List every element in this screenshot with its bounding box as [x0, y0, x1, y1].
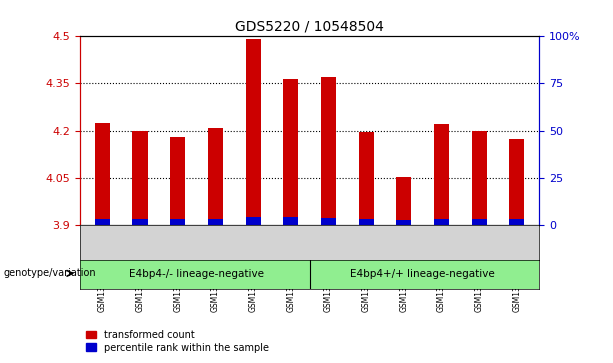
Bar — [396, 177, 411, 225]
Bar — [95, 219, 110, 225]
Text: genotype/variation: genotype/variation — [3, 268, 96, 278]
Bar — [208, 219, 223, 225]
Bar — [509, 139, 524, 225]
Bar — [245, 40, 261, 225]
Text: E4bp4+/+ lineage-negative: E4bp4+/+ lineage-negative — [350, 269, 495, 279]
Bar — [434, 219, 449, 225]
Bar — [283, 217, 299, 225]
Bar — [245, 217, 261, 225]
Bar — [95, 123, 110, 225]
Bar — [132, 219, 148, 225]
Bar — [471, 131, 487, 225]
Bar — [132, 131, 148, 225]
Bar — [170, 219, 185, 225]
Legend: transformed count, percentile rank within the sample: transformed count, percentile rank withi… — [85, 328, 271, 355]
Bar — [208, 127, 223, 225]
Bar — [434, 125, 449, 225]
Bar — [170, 137, 185, 225]
Bar — [283, 79, 299, 225]
Text: E4bp4-/- lineage-negative: E4bp4-/- lineage-negative — [129, 269, 264, 279]
Bar — [321, 77, 336, 225]
Title: GDS5220 / 10548504: GDS5220 / 10548504 — [235, 20, 384, 34]
Bar — [321, 218, 336, 225]
Bar — [509, 219, 524, 225]
Bar — [359, 219, 374, 225]
Bar — [471, 219, 487, 225]
Bar — [359, 132, 374, 225]
Bar — [396, 220, 411, 225]
